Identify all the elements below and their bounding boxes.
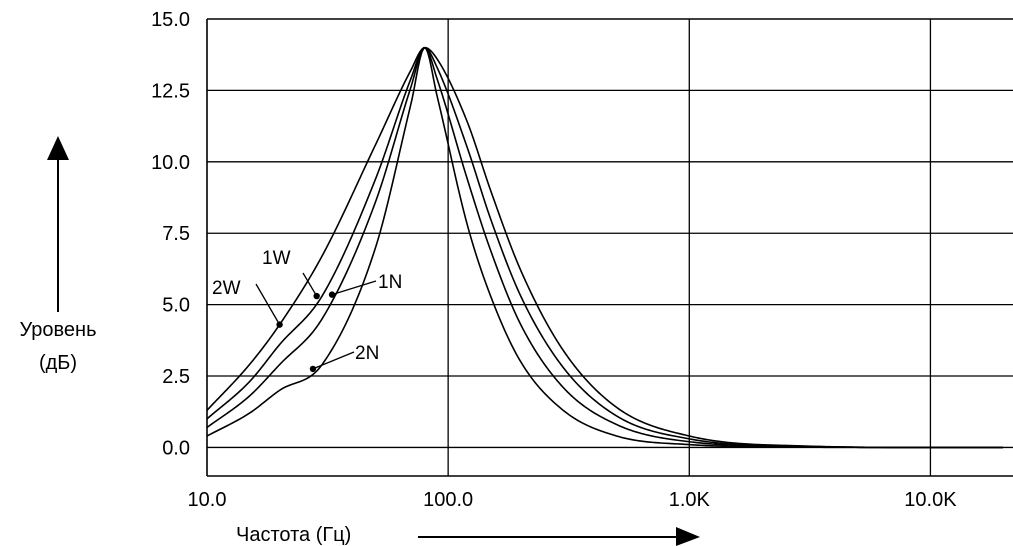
series-line-2w: [206, 46, 1004, 449]
x-axis-label: Частота (Гц): [236, 524, 351, 546]
x-tick-label: 1.0K: [669, 489, 711, 511]
annotation-label-2n: 2N: [355, 343, 379, 364]
annotation-dot-2w: [276, 321, 283, 328]
y-tick-label: 10.0: [151, 152, 190, 174]
annotations: 2W 1W 1N 2N: [212, 248, 402, 373]
annotation-dot-1w: [313, 292, 320, 300]
annotation-leader-1w: [302, 272, 318, 297]
tick-labels: 0.0 2.5 5.0 7.5 10.0 12.5 15.0 10.0 100.0 1.0K 10.…: [151, 9, 957, 511]
y-tick-label: 0.0: [162, 437, 190, 459]
curves: [206, 46, 1004, 449]
y-tick-label: 5.0: [162, 295, 190, 317]
series-line-2n: [206, 47, 1004, 449]
annotation-label-2w: 2W: [212, 278, 241, 299]
y-axis-label-line2: (дБ): [39, 352, 77, 374]
y-tick-label: 2.5: [162, 366, 190, 388]
x-tick-label: 100.0: [423, 489, 473, 511]
annotation-leader-1n: [331, 280, 377, 296]
y-axis-arrow-icon: [47, 136, 69, 312]
x-axis-arrow-icon: [418, 527, 700, 546]
annotation-label-1w: 1W: [262, 248, 291, 269]
y-tick-label: 7.5: [162, 223, 190, 245]
annotation-leader-2w: [255, 283, 281, 325]
y-tick-label: 12.5: [151, 80, 190, 102]
y-tick-label: 15.0: [151, 9, 190, 31]
y-axis-label-line1: Уровень: [19, 319, 96, 341]
annotation-label-1n: 1N: [378, 272, 402, 293]
annotation-dot-1n: [328, 291, 336, 298]
x-tick-label: 10.0: [188, 489, 227, 511]
y-axis-label: Уровень (дБ): [19, 319, 96, 374]
annotation-dot-2n: [309, 365, 317, 373]
x-tick-label: 10.0K: [904, 489, 957, 511]
plot-frame: [206, 18, 1013, 477]
annotation-leader-2n: [312, 351, 355, 370]
grid: [207, 19, 1013, 476]
